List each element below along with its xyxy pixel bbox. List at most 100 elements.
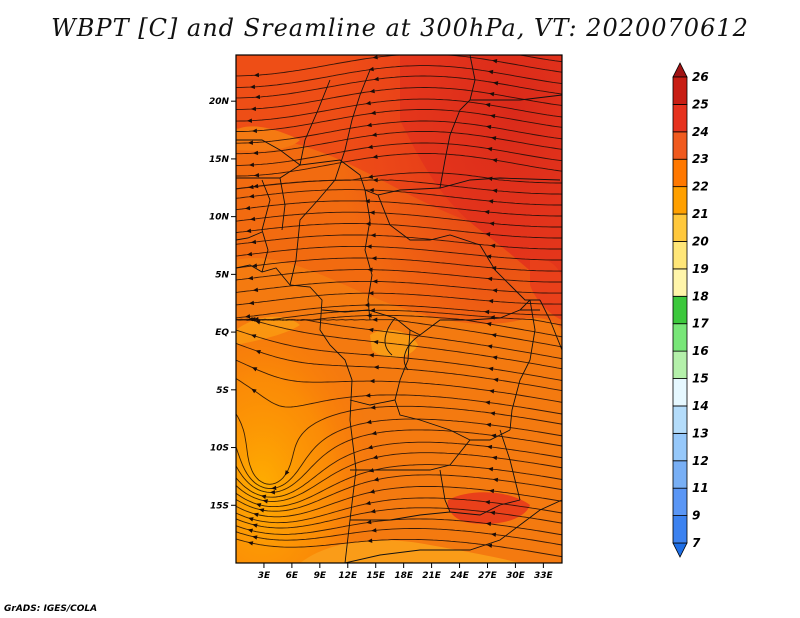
streamline-arrow [492, 288, 498, 293]
lon-tick-label: 15E [366, 571, 386, 581]
streamline-arrow [372, 154, 378, 159]
streamline-arrow [262, 499, 268, 504]
colorbar-label: 9 [692, 509, 700, 523]
streamline-arrow [488, 366, 494, 372]
streamline-arrow [247, 275, 254, 281]
streamline [236, 142, 562, 166]
colorbar-swatch [672, 186, 688, 215]
streamline-arrow [367, 538, 373, 543]
streamline-arrow [485, 422, 492, 428]
colorbar-label: 21 [692, 207, 709, 221]
colorbar-swatch [672, 460, 688, 489]
streamline-arrow [368, 290, 374, 296]
streamline-arrow [373, 76, 379, 82]
streamline-arrow [492, 188, 498, 193]
streamline [236, 528, 562, 546]
streamline-arrow [253, 72, 260, 78]
streamline-arrow [369, 210, 375, 215]
streamline-arrow [373, 365, 379, 370]
streamline [236, 87, 562, 110]
streamline-arrow [284, 470, 290, 476]
streamline-arrow [492, 477, 499, 483]
streamline-arrow [487, 344, 493, 349]
streamline-arrow [493, 81, 499, 86]
streamline-arrow [490, 114, 496, 119]
streamline [236, 200, 562, 217]
streamline [236, 245, 562, 261]
streamline [517, 55, 562, 63]
streamline-arrow [486, 444, 493, 450]
streamline-arrow [246, 251, 253, 257]
streamline-arrow [484, 500, 491, 505]
streamline-arrow [372, 279, 378, 284]
streamline [236, 131, 562, 155]
streamline-arrow [492, 355, 498, 360]
latitude-axis: 20N 15N 10N 5N EQ 5S 10S 15S [209, 97, 236, 511]
colorbar-swatch [672, 76, 688, 105]
colorbar-label: 11 [692, 481, 709, 495]
streamline-arrow [490, 532, 497, 537]
colorbar-swatch [672, 131, 688, 160]
streamline-arrow [255, 503, 262, 508]
streamline-arrow [254, 94, 261, 100]
lat-tick-label: 5N [215, 270, 229, 280]
streamline [236, 153, 562, 177]
streamline-arrow [484, 209, 490, 215]
streamline [236, 280, 562, 294]
colorbar-label: 19 [692, 262, 709, 276]
streamline-arrow [271, 485, 277, 491]
streamline-arrow [484, 400, 491, 405]
streamline [236, 179, 562, 195]
streamline-arrow [489, 411, 496, 416]
streamline-arrow [247, 140, 253, 145]
streamline-arrow [371, 430, 377, 436]
streamline-arrow [369, 378, 375, 384]
streamline-arrow [368, 353, 374, 358]
streamline-arrow [486, 254, 492, 259]
streamline-arrow [370, 509, 376, 514]
colorbar-label: 22 [692, 180, 709, 194]
streamline-arrow [485, 232, 491, 237]
colorbar-swatch [672, 241, 688, 270]
streamline [236, 474, 562, 512]
colorbar-swatch [672, 378, 688, 407]
streamline-arrow [372, 55, 378, 60]
streamline-arrow [253, 512, 259, 517]
colorbar-label: 26 [692, 70, 709, 84]
colorbar-label: 18 [692, 289, 709, 303]
streamline [236, 257, 562, 272]
colorbar-swatch [672, 104, 688, 133]
lat-tick-label: 10N [209, 213, 230, 223]
streamline-arrow [371, 256, 377, 261]
lon-tick-label: 18E [394, 571, 414, 581]
lat-tick-label: 10S [210, 444, 229, 454]
streamline [236, 405, 562, 485]
streamline-arrow [372, 317, 378, 322]
colorbar-max-arrow [672, 62, 688, 78]
streamline-arrow [251, 128, 258, 134]
streamline-arrow [367, 445, 373, 450]
colorbar-label: 13 [692, 426, 709, 440]
streamline-arrow [249, 194, 255, 199]
streamline-arrow [491, 136, 497, 141]
lon-tick-label: 12E [338, 571, 358, 581]
lon-tick-label: 33E [534, 571, 554, 581]
wbpt-shading-southwest [236, 55, 562, 563]
streamline-arrow [485, 521, 492, 527]
map-title: WBPT [C] and Sreamline at 300hPa, VT: 20… [51, 14, 749, 42]
streamline-arrow [368, 187, 374, 193]
lat-tick-label: EQ [215, 328, 229, 338]
streamline-arrow [487, 276, 493, 282]
streamline [236, 418, 562, 489]
streamlines [236, 55, 562, 558]
streamline-arrow [486, 124, 492, 130]
colorbar-label: 23 [692, 152, 709, 166]
streamline-arrow [252, 523, 258, 528]
streamline-arrow [489, 92, 495, 97]
streamline-arrow [251, 263, 258, 268]
streamline-arrow [373, 477, 379, 482]
streamline-arrow [254, 172, 260, 178]
streamline [236, 269, 562, 283]
longitude-axis: 3E 6E 9E 12E 15E 18E 21E 24E 27E 30E 33E [258, 563, 554, 581]
streamline-arrow [491, 455, 498, 461]
